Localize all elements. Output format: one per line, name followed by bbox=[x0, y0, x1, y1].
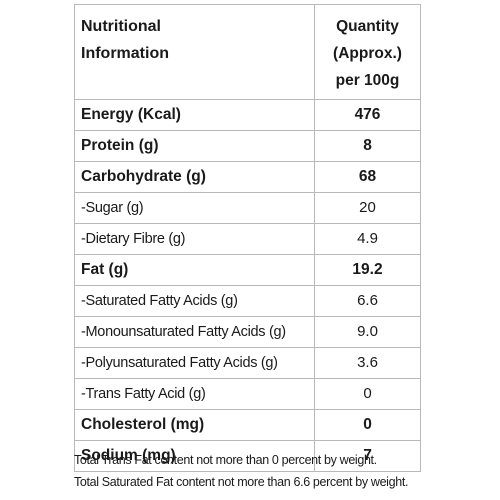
nutrient-name: -Dietary Fibre (g) bbox=[74, 223, 315, 255]
nutrient-value: 6.6 bbox=[314, 285, 421, 317]
table-row-fat: Fat (g) 19.2 bbox=[74, 254, 421, 286]
table-row-energy: Energy (Kcal) 476 bbox=[74, 99, 421, 131]
nutrient-name: Energy (Kcal) bbox=[74, 99, 315, 131]
table-row-polyunsaturated-fatty-acids: -Polyunsaturated Fatty Acids (g) 3.6 bbox=[74, 347, 421, 379]
nutrient-value: 9.0 bbox=[314, 316, 421, 348]
nutrient-name: Cholesterol (mg) bbox=[74, 409, 315, 441]
table-row-sodium: Sodium (mg) 7 bbox=[74, 440, 421, 472]
nutrient-value: 68 bbox=[314, 161, 421, 193]
table-row-carbohydrate: Carbohydrate (g) 68 bbox=[74, 161, 421, 193]
table-row-dietary-fibre: -Dietary Fibre (g) 4.9 bbox=[74, 223, 421, 255]
nutrient-name: -Sugar (g) bbox=[74, 192, 315, 224]
table-row-saturated-fatty-acids: -Saturated Fatty Acids (g) 6.6 bbox=[74, 285, 421, 317]
nutrient-header-line-1: Nutritional bbox=[81, 18, 161, 35]
quantity-column-header: Quantity (Approx.) per 100g bbox=[314, 4, 421, 100]
nutrient-name: -Monounsaturated Fatty Acids (g) bbox=[74, 316, 315, 348]
quantity-header-line-1: Quantity bbox=[336, 17, 399, 35]
nutrient-name: -Saturated Fatty Acids (g) bbox=[74, 285, 315, 317]
nutrient-value: 4.9 bbox=[314, 223, 421, 255]
nutrient-value: 3.6 bbox=[314, 347, 421, 379]
nutrient-value: 19.2 bbox=[314, 254, 421, 286]
nutrient-header-line-2: Information bbox=[81, 45, 169, 62]
nutrient-value: 8 bbox=[314, 130, 421, 162]
nutrient-name: Carbohydrate (g) bbox=[74, 161, 315, 193]
table-row-monounsaturated-fatty-acids: -Monounsaturated Fatty Acids (g) 9.0 bbox=[74, 316, 421, 348]
quantity-header-line-2: (Approx.) bbox=[333, 44, 402, 62]
nutrient-name: Protein (g) bbox=[74, 130, 315, 162]
nutrition-table: Nutritional Information Quantity (Approx… bbox=[74, 4, 421, 472]
nutrient-name: -Polyunsaturated Fatty Acids (g) bbox=[74, 347, 315, 379]
footnote-saturated-fat: Total Saturated Fat content not more tha… bbox=[74, 475, 409, 489]
quantity-header-line-3: per 100g bbox=[335, 71, 400, 89]
table-header-row: Nutritional Information Quantity (Approx… bbox=[74, 4, 421, 100]
nutrient-value: 0 bbox=[314, 378, 421, 410]
table-row-sugar: -Sugar (g) 20 bbox=[74, 192, 421, 224]
nutrient-value: 20 bbox=[314, 192, 421, 224]
table-row-cholesterol: Cholesterol (mg) 0 bbox=[74, 409, 421, 441]
footnote-trans-fat: Total Trans Fat content not more than 0 … bbox=[74, 453, 377, 467]
nutrient-name: -Trans Fatty Acid (g) bbox=[74, 378, 315, 410]
nutrient-name: Sodium (mg) bbox=[74, 440, 315, 472]
nutrient-value: 476 bbox=[314, 99, 421, 131]
nutrient-name: Fat (g) bbox=[74, 254, 315, 286]
nutrient-value: 7 bbox=[314, 440, 421, 472]
table-row-trans-fatty-acid: -Trans Fatty Acid (g) 0 bbox=[74, 378, 421, 410]
nutrient-column-header: Nutritional Information bbox=[74, 4, 315, 100]
table-row-protein: Protein (g) 8 bbox=[74, 130, 421, 162]
nutrient-value: 0 bbox=[314, 409, 421, 441]
